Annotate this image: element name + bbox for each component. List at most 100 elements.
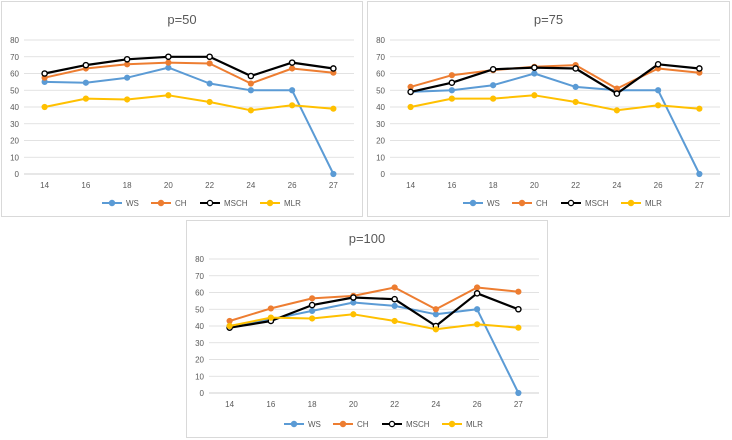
data-point xyxy=(391,317,398,325)
data-point xyxy=(206,98,213,106)
data-point xyxy=(474,321,481,328)
data-point xyxy=(432,306,439,313)
y-tick-label: 20 xyxy=(195,356,204,365)
x-tick-label: 14 xyxy=(406,181,415,190)
legend-item-msch: MSCH xyxy=(382,420,430,429)
series-line-mlr xyxy=(44,94,334,112)
data-point xyxy=(267,305,274,312)
legend: WS CH MSCH MLR xyxy=(463,199,662,208)
data-point xyxy=(206,60,213,67)
legend-label: MSCH xyxy=(406,420,430,429)
data-point xyxy=(391,295,398,303)
data-point xyxy=(288,59,296,66)
series-line-ch xyxy=(44,61,334,85)
data-point xyxy=(489,66,497,73)
legend-item-mlr: MLR xyxy=(621,199,662,208)
y-tick-label: 70 xyxy=(376,53,385,62)
data-point xyxy=(82,79,89,86)
legend-label: MSCH xyxy=(585,199,609,208)
legend-label: WS xyxy=(487,199,500,208)
data-point xyxy=(572,83,579,91)
data-point xyxy=(432,311,439,318)
y-tick-label: 60 xyxy=(376,70,385,79)
data-point xyxy=(226,317,233,325)
legend-swatch-marker xyxy=(469,199,477,207)
series-line-ws xyxy=(44,66,335,175)
chart-title: p=50 xyxy=(167,12,196,27)
data-point xyxy=(308,301,316,309)
x-tick-label: 26 xyxy=(473,400,482,409)
legend-item-msch: MSCH xyxy=(561,199,609,208)
series-line-mlr xyxy=(410,94,700,112)
y-tick-label: 10 xyxy=(376,153,385,162)
legend-label: CH xyxy=(175,199,187,208)
data-point xyxy=(531,70,538,77)
legend-item-ws: WS xyxy=(463,199,500,208)
x-tick-label: 16 xyxy=(266,400,275,409)
data-point xyxy=(124,74,131,81)
x-tick-label: 18 xyxy=(489,181,498,190)
legend-swatch-marker xyxy=(567,199,575,207)
data-point xyxy=(309,307,316,315)
x-tick-label: 18 xyxy=(308,400,317,409)
x-tick-label: 16 xyxy=(81,181,90,190)
data-point xyxy=(226,322,233,330)
y-tick-label: 0 xyxy=(15,170,20,179)
x-tick-label: 22 xyxy=(571,181,580,190)
data-point xyxy=(655,87,662,94)
data-point xyxy=(654,60,662,68)
data-point xyxy=(474,284,481,291)
legend-label: CH xyxy=(357,420,369,429)
data-point xyxy=(289,102,296,109)
y-tick-label: 40 xyxy=(376,103,385,112)
legend-swatch-marker xyxy=(290,420,298,428)
data-point xyxy=(82,61,90,69)
chart-panel-p75: p=75 0 10 20 30 40 50 60 70 80 14 16 18 20 22 24 26 27 WS C… xyxy=(367,1,730,217)
legend-swatch-marker xyxy=(157,199,165,207)
y-tick-label: 10 xyxy=(10,153,19,162)
series-line-ch xyxy=(410,64,700,90)
legend-label: WS xyxy=(126,199,139,208)
chart-panel-p50: p=50 0 10 20 30 40 50 60 70 80 14 16 18 20 22 24 26 27 WS C… xyxy=(1,1,363,217)
data-point xyxy=(448,79,456,87)
data-point xyxy=(572,65,579,72)
data-point xyxy=(696,65,703,72)
legend-item-ch: CH xyxy=(333,420,369,429)
data-point xyxy=(531,92,538,99)
legend-item-msch: MSCH xyxy=(200,199,248,208)
x-tick-label: 26 xyxy=(654,181,663,190)
data-point xyxy=(330,105,337,112)
data-point xyxy=(515,324,522,331)
legend-swatch-marker xyxy=(266,199,274,207)
series-mlr xyxy=(407,92,703,114)
series-line-ws xyxy=(410,72,701,175)
x-tick-label: 20 xyxy=(164,181,173,190)
chart-svg: p=100 0 10 20 30 40 50 60 70 80 14 16 18 20 22 24 26 27 WS… xyxy=(195,231,539,429)
legend: WS CH MSCH MLR xyxy=(102,199,301,208)
y-tick-label: 60 xyxy=(10,70,19,79)
x-tick-label: 18 xyxy=(123,181,132,190)
data-point xyxy=(515,389,522,397)
chart-svg: p=50 0 10 20 30 40 50 60 70 80 14 16 18 20 22 24 26 27 WS C… xyxy=(10,12,354,208)
legend-label: CH xyxy=(536,199,548,208)
series-line-msch xyxy=(44,55,334,78)
data-point xyxy=(490,95,497,102)
data-point xyxy=(289,65,296,72)
data-point xyxy=(247,80,254,87)
x-tick-label: 20 xyxy=(349,400,358,409)
legend-swatch-marker xyxy=(339,420,347,428)
y-tick-label: 30 xyxy=(10,120,19,129)
legend-swatch-marker xyxy=(388,420,396,428)
x-tick-label: 24 xyxy=(431,400,440,409)
data-point xyxy=(206,80,213,87)
data-point xyxy=(473,290,481,297)
data-point xyxy=(572,98,579,106)
data-point xyxy=(613,107,620,114)
series-line-msch xyxy=(410,63,700,95)
data-point xyxy=(432,326,439,333)
legend-label: MSCH xyxy=(224,199,248,208)
y-tick-label: 40 xyxy=(195,322,204,331)
x-tick-label: 20 xyxy=(530,181,539,190)
data-point xyxy=(330,65,337,72)
legend-swatch-marker xyxy=(627,199,635,207)
